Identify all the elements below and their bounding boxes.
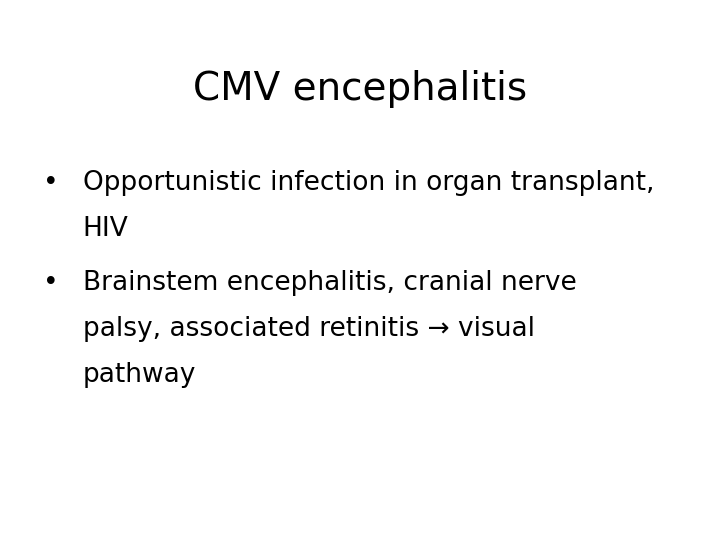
Text: Brainstem encephalitis, cranial nerve: Brainstem encephalitis, cranial nerve — [83, 270, 577, 296]
Text: Opportunistic infection in organ transplant,: Opportunistic infection in organ transpl… — [83, 170, 654, 196]
Text: palsy, associated retinitis → visual: palsy, associated retinitis → visual — [83, 316, 535, 342]
Text: HIV: HIV — [83, 216, 129, 242]
Text: •: • — [42, 170, 58, 196]
Text: CMV encephalitis: CMV encephalitis — [193, 70, 527, 108]
Text: •: • — [42, 270, 58, 296]
Text: pathway: pathway — [83, 362, 196, 388]
